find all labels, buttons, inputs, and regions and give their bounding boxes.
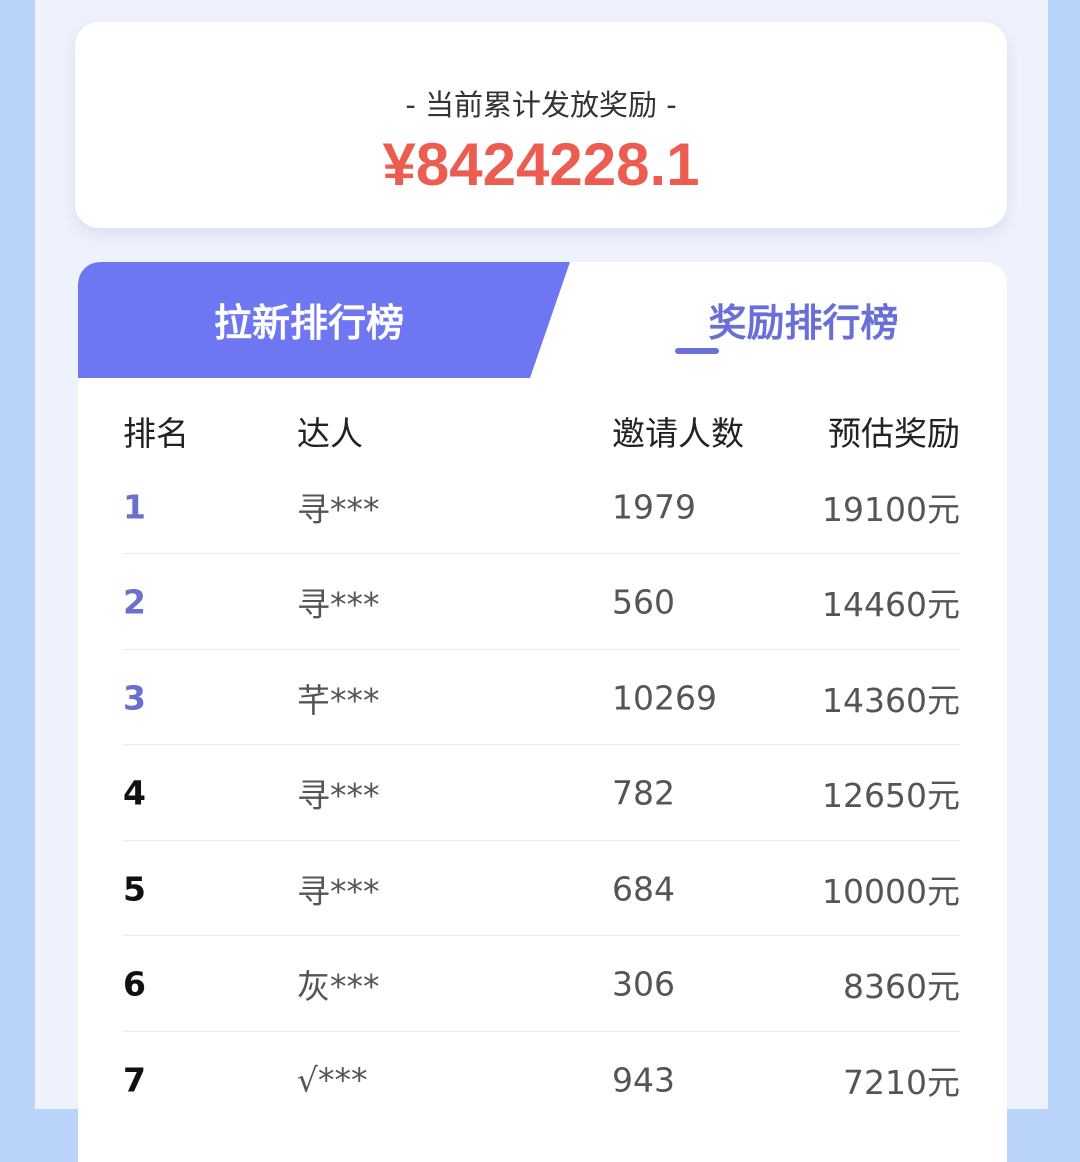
invite-count: 943	[612, 1060, 675, 1099]
tab-label: 奖励排行榜	[708, 301, 899, 345]
tab-invite-leaderboard[interactable]: 拉新排行榜	[78, 262, 570, 378]
rank: 3	[123, 678, 146, 717]
tab-label: 拉新排行榜	[213, 301, 404, 345]
divider	[123, 839, 960, 841]
estimated-reward: 10000元	[822, 871, 960, 911]
rank: 7	[123, 1060, 146, 1099]
invite-count: 306	[612, 964, 675, 1004]
total-reward-card: - 当前累计发放奖励 - ¥8424228.1	[75, 22, 1007, 228]
tab-reward-leaderboard[interactable]: 奖励排行榜	[570, 262, 1007, 378]
user-name: 灰***	[297, 967, 380, 1006]
leaderboard: 拉新排行榜 奖励排行榜	[78, 262, 1007, 1162]
divider	[123, 648, 960, 650]
rank: 1	[123, 487, 146, 526]
estimated-reward: 7210元	[843, 1062, 960, 1102]
header-rank: 排名	[123, 413, 189, 453]
estimated-reward: 19100元	[822, 489, 960, 529]
rank: 4	[123, 773, 146, 813]
invite-count: 684	[612, 869, 675, 908]
total-reward-value: ¥8424228.1	[382, 131, 700, 198]
table-row: 3 芊*** 10269 14360元	[123, 650, 960, 745]
user-name: 寻***	[297, 585, 380, 624]
header-name: 达人	[297, 413, 363, 453]
estimated-reward: 14460元	[822, 585, 960, 624]
table-row: 2 寻*** 560 14460元	[123, 555, 960, 650]
user-name: 寻***	[297, 871, 380, 911]
header-reward: 预估奖励	[828, 413, 960, 453]
rank: 2	[123, 582, 146, 622]
user-name: 寻***	[297, 489, 380, 529]
rank: 5	[123, 869, 146, 908]
table-row: 6 灰*** 306 8360元	[123, 937, 960, 1032]
estimated-reward: 14360元	[822, 680, 960, 720]
divider	[123, 1030, 960, 1032]
invite-count: 560	[612, 582, 675, 622]
table-row: 7 √*** 943 7210元	[123, 1032, 960, 1127]
tab-indicator	[675, 348, 719, 354]
estimated-reward: 12650元	[822, 776, 960, 815]
user-name: 寻***	[297, 776, 380, 815]
header-invites: 邀请人数	[612, 413, 744, 453]
total-reward-label: - 当前累计发放奖励 -	[405, 88, 677, 122]
table-row: 1 寻*** 1979 19100元	[123, 459, 960, 554]
user-name: 芊***	[297, 680, 380, 720]
user-name: √***	[297, 1060, 368, 1099]
table-row: 5 寻*** 684 10000元	[123, 841, 960, 936]
table-row: 4 寻*** 782 12650元	[123, 746, 960, 841]
divider	[123, 935, 960, 936]
divider	[123, 744, 960, 745]
invite-count: 782	[612, 773, 675, 813]
estimated-reward: 8360元	[843, 967, 960, 1006]
invite-count: 1979	[612, 487, 696, 526]
divider	[123, 553, 960, 554]
table-header: 排名 达人 邀请人数 预估奖励	[123, 383, 960, 478]
rank: 6	[123, 964, 146, 1004]
invite-count: 10269	[612, 678, 717, 717]
